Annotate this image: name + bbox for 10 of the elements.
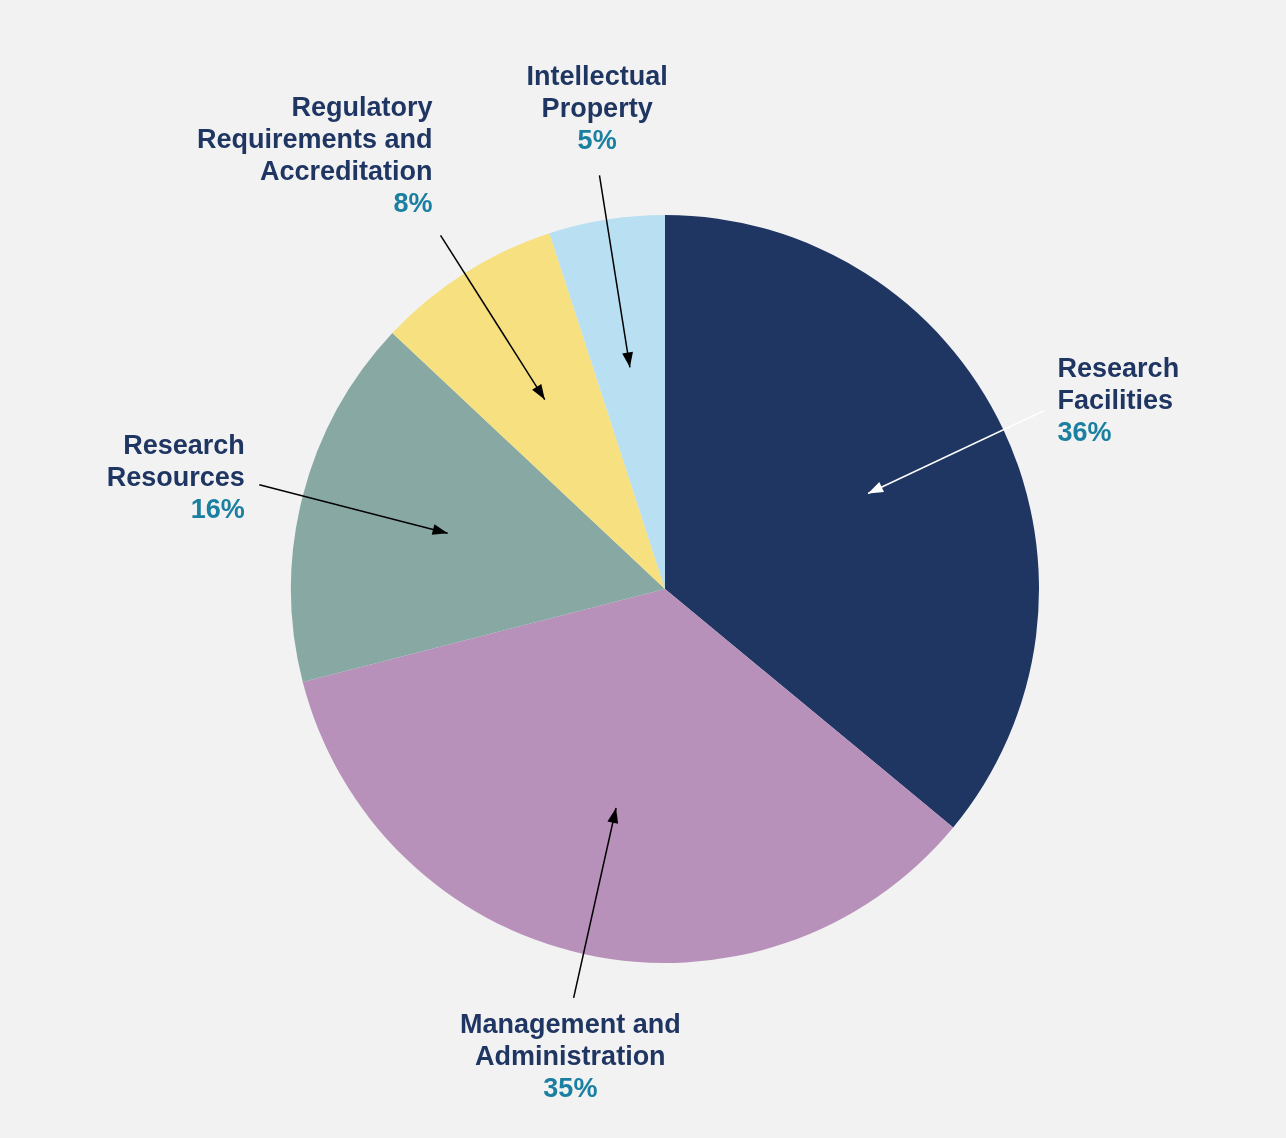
data-label: 5%	[577, 125, 617, 156]
data-label: 8%	[393, 187, 433, 218]
slice-label: Research Resources	[106, 430, 245, 493]
slice-label: Intellectual Property	[526, 61, 668, 124]
slice-label: Research Facilities	[1057, 353, 1180, 416]
data-label: 35%	[543, 1073, 598, 1104]
slice-label: Management and Administration	[460, 1009, 681, 1072]
slice-label: Regulatory Requirements and Accreditation	[196, 91, 433, 186]
data-label: 36%	[1057, 417, 1112, 448]
data-label: 16%	[190, 494, 245, 525]
